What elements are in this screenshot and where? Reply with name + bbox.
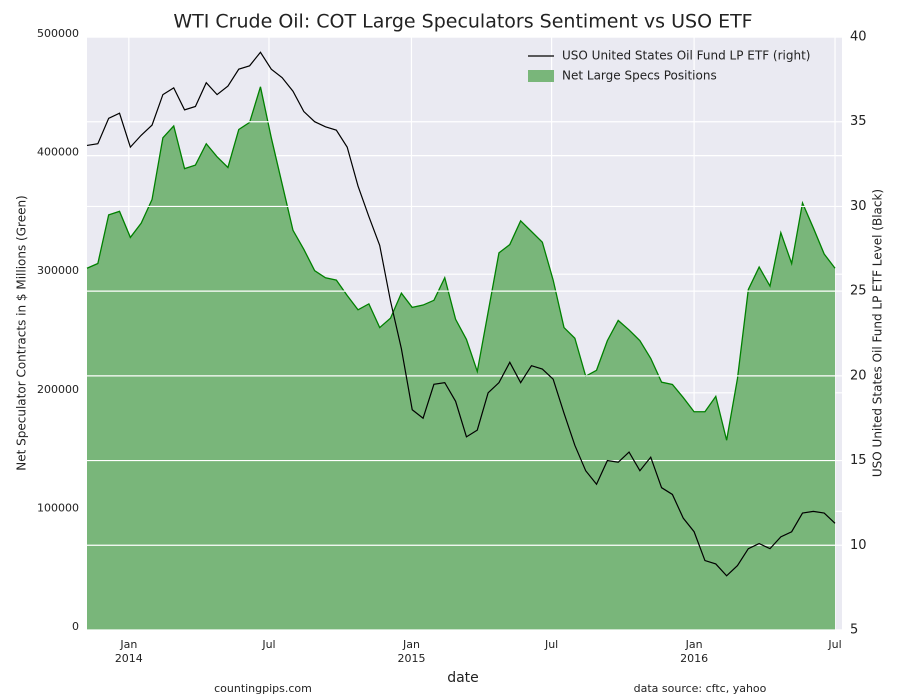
- y-tick-label: 500000: [37, 27, 79, 40]
- y2-tick-label: 10: [850, 538, 867, 553]
- over-layer: [87, 36, 842, 631]
- under-layer: [86, 36, 842, 631]
- x-tick-label-line: Jul: [544, 638, 558, 651]
- line: [86, 51, 836, 577]
- area: [87, 86, 836, 630]
- y2-tick-label: 15: [850, 453, 867, 468]
- chart-title: WTI Crude Oil: COT Large Speculators Sen…: [173, 11, 752, 33]
- x-tick-label: Jul: [544, 638, 558, 651]
- x-axis-label: date: [447, 670, 479, 686]
- y2-axis-label: USO United States Oil Fund LP ETF Level …: [871, 189, 885, 477]
- x-tick-label-line: Jan: [402, 638, 420, 651]
- y-tick-label: 100000: [37, 501, 79, 514]
- footer-right: data source: cftc, yahoo: [634, 682, 767, 695]
- x-tick-label-line: Jan: [119, 638, 137, 651]
- y-tick-label: 400000: [37, 146, 79, 159]
- x-tick-label: Jan 2015: [397, 638, 425, 665]
- y-tick-label: 300000: [37, 264, 79, 277]
- x-tick-label-line: Jul: [261, 638, 275, 651]
- legend-label: Net Large Specs Positions: [562, 69, 717, 83]
- y2-tick-label: 20: [850, 368, 867, 383]
- y-axis-label: Net Speculator Contracts in $ Millions (…: [15, 195, 29, 470]
- y2-tick-label: 25: [850, 284, 867, 299]
- y-tick-label: 0: [72, 620, 79, 633]
- x-tick-label-line: Jul: [827, 638, 841, 651]
- area-edge: [86, 86, 836, 441]
- y2-tick-label: 35: [850, 114, 867, 129]
- x-tick-label-line: 2016: [680, 652, 708, 665]
- y2-tick-label: 30: [850, 199, 867, 214]
- x-tick-label: Jul: [827, 638, 841, 651]
- x-tick-label: Jan 2016: [680, 638, 708, 665]
- x-tick-label: Jul: [261, 638, 275, 651]
- x-tick-label-line: Jan: [685, 638, 703, 651]
- legend-swatch: [528, 70, 554, 82]
- legend-label: USO United States Oil Fund LP ETF (right…: [562, 49, 810, 63]
- x-tick-label-line: 2014: [115, 652, 143, 665]
- footer-left: countingpips.com: [214, 682, 312, 695]
- x-tick-label: Jan 2014: [115, 638, 143, 665]
- y-tick-label: 200000: [37, 383, 79, 396]
- y2-tick-label: 5: [850, 623, 858, 638]
- y2-tick-label: 40: [850, 30, 867, 45]
- x-tick-label-line: 2015: [397, 652, 425, 665]
